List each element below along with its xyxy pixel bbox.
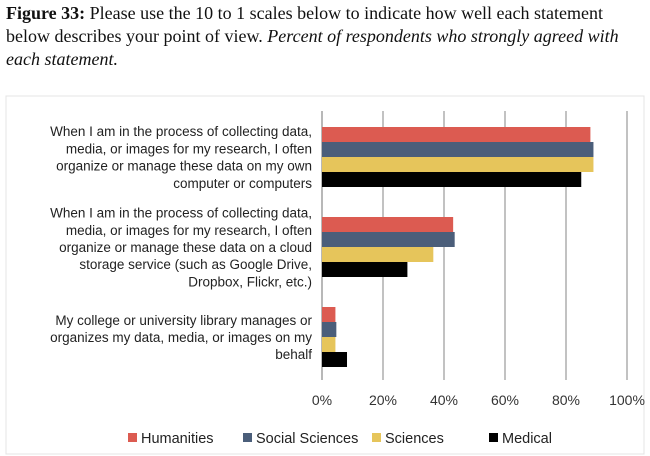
legend-swatch (489, 433, 498, 442)
figure-label: Figure 33: (6, 3, 86, 23)
legend-label: Sciences (385, 431, 444, 447)
figure-caption: Figure 33: Please use the 10 to 1 scales… (6, 2, 646, 71)
category-label: computer or computers (173, 176, 312, 191)
figure-text: Please use the 10 to 1 scales below to i… (6, 3, 603, 46)
category-label: organize or manage these data on my own (56, 159, 312, 174)
category-label: When I am in the process of collecting d… (50, 124, 312, 139)
x-tick-label: 20% (369, 392, 397, 408)
bar-sciences (322, 247, 434, 262)
legend-label: Humanities (141, 431, 214, 447)
category-label: My college or university library manages… (55, 313, 312, 328)
legend-swatch (372, 433, 381, 442)
figure-italic-text: Percent of respondents who strongly agre… (6, 26, 619, 69)
bar-social-sciences (322, 322, 337, 337)
bar-sciences (322, 337, 336, 352)
x-tick-label: 100% (609, 392, 645, 408)
category-label: organizes my data, media, or images on m… (50, 330, 312, 345)
bar-medical (322, 172, 582, 187)
category-label: behalf (275, 347, 312, 362)
legend-swatch (243, 433, 252, 442)
bar-humanities (322, 217, 454, 232)
category-label: Dropbox, Flickr, etc.) (188, 274, 312, 289)
bar-humanities (322, 127, 591, 142)
bar-humanities (322, 307, 336, 322)
x-tick-label: 80% (552, 392, 580, 408)
bar-sciences (322, 157, 594, 172)
bar-medical (322, 262, 408, 277)
chart-frame (5, 95, 645, 455)
legend-label: Medical (502, 431, 552, 447)
x-tick-label: 0% (312, 392, 332, 408)
legend-swatch (128, 433, 137, 442)
legend-label: Social Sciences (256, 431, 358, 447)
category-label: media, or images for my research, I ofte… (66, 223, 312, 238)
x-tick-label: 60% (491, 392, 519, 408)
category-label: storage service (such as Google Drive, (79, 257, 312, 272)
bar-social-sciences (322, 232, 455, 247)
category-label: When I am in the process of collecting d… (50, 206, 312, 221)
category-label: media, or images for my research, I ofte… (66, 141, 312, 156)
x-tick-label: 40% (430, 392, 458, 408)
bar-medical (322, 352, 348, 367)
bar-social-sciences (322, 142, 594, 157)
category-label: organize or manage these data on a cloud (59, 240, 312, 255)
